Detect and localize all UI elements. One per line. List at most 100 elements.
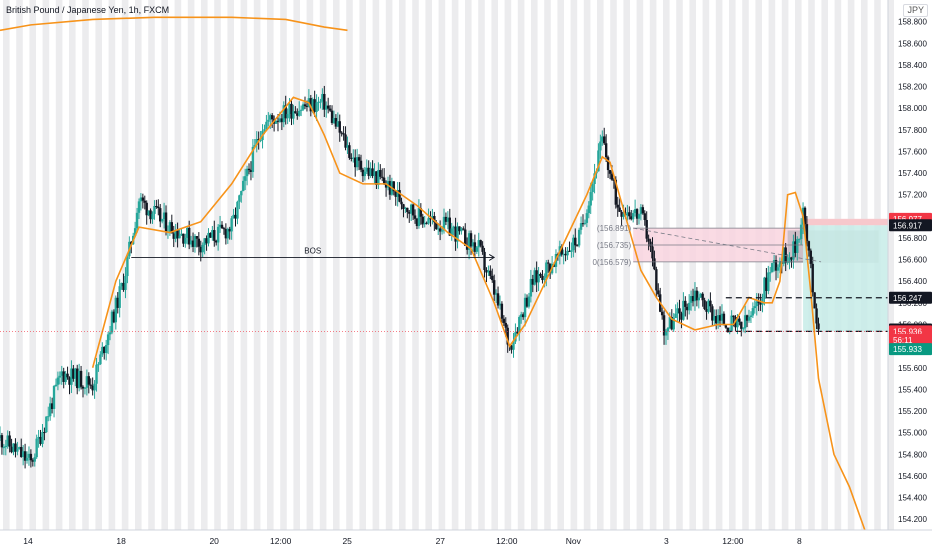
candle[interactable]: [599, 134, 602, 159]
candle[interactable]: [431, 208, 434, 225]
candle[interactable]: [687, 294, 691, 315]
candle[interactable]: [547, 259, 550, 273]
candle[interactable]: [220, 221, 224, 229]
candle[interactable]: [520, 311, 523, 324]
candle[interactable]: [294, 106, 297, 114]
candle[interactable]: [103, 346, 106, 360]
candle[interactable]: [62, 367, 65, 389]
candle[interactable]: [340, 131, 343, 137]
candle[interactable]: [469, 230, 473, 255]
candle[interactable]: [722, 311, 726, 326]
candle[interactable]: [81, 385, 85, 398]
candle[interactable]: [500, 301, 504, 325]
candle[interactable]: [633, 199, 637, 217]
candle[interactable]: [234, 207, 237, 227]
candle[interactable]: [238, 194, 241, 210]
candle[interactable]: [195, 235, 199, 248]
candle[interactable]: [645, 211, 648, 243]
candle[interactable]: [790, 257, 793, 268]
candle[interactable]: [512, 332, 515, 358]
candle[interactable]: [695, 287, 699, 307]
candle[interactable]: [23, 443, 27, 469]
candle[interactable]: [27, 446, 31, 466]
candle[interactable]: [245, 165, 249, 186]
candle[interactable]: [716, 309, 720, 329]
candle[interactable]: [406, 207, 409, 219]
candle[interactable]: [301, 102, 305, 112]
candle[interactable]: [639, 204, 643, 221]
candle[interactable]: [626, 204, 629, 221]
candle[interactable]: [218, 215, 222, 233]
candle[interactable]: [135, 207, 139, 234]
candle[interactable]: [240, 190, 243, 203]
candle[interactable]: [709, 292, 712, 313]
candle[interactable]: [689, 290, 693, 311]
candle[interactable]: [56, 371, 60, 391]
candle[interactable]: [815, 303, 818, 330]
candle[interactable]: [6, 430, 9, 449]
candle[interactable]: [628, 206, 631, 220]
candle[interactable]: [346, 136, 349, 154]
candle[interactable]: [35, 434, 38, 459]
candle[interactable]: [807, 240, 811, 257]
candle[interactable]: [660, 307, 664, 320]
candle[interactable]: [680, 311, 683, 329]
candle[interactable]: [180, 228, 183, 236]
candle[interactable]: [205, 235, 208, 251]
candle[interactable]: [313, 90, 316, 117]
candle[interactable]: [686, 303, 689, 320]
candle[interactable]: [759, 293, 762, 311]
candle[interactable]: [494, 289, 498, 304]
candle[interactable]: [450, 222, 453, 241]
candle[interactable]: [577, 227, 581, 248]
candle[interactable]: [70, 360, 73, 394]
candle[interactable]: [286, 108, 289, 125]
candle[interactable]: [568, 241, 571, 252]
candle[interactable]: [157, 199, 160, 216]
candle[interactable]: [58, 371, 62, 385]
candle[interactable]: [176, 222, 179, 248]
candle[interactable]: [711, 304, 714, 327]
candle[interactable]: [413, 209, 417, 224]
candle[interactable]: [25, 451, 29, 464]
candle[interactable]: [267, 112, 270, 127]
candle[interactable]: [743, 305, 747, 334]
candle[interactable]: [805, 216, 809, 247]
candle[interactable]: [384, 180, 388, 197]
candle[interactable]: [299, 105, 303, 117]
candle[interactable]: [76, 364, 79, 395]
candle[interactable]: [705, 301, 708, 320]
candle[interactable]: [201, 242, 204, 258]
candle[interactable]: [458, 226, 461, 235]
candle[interactable]: [108, 325, 112, 341]
candle[interactable]: [467, 230, 471, 260]
candle[interactable]: [199, 240, 202, 262]
candle[interactable]: [460, 227, 463, 235]
candle[interactable]: [18, 446, 21, 450]
candle[interactable]: [104, 339, 108, 361]
candle[interactable]: [8, 431, 11, 453]
candle[interactable]: [481, 241, 484, 255]
candle[interactable]: [585, 209, 589, 228]
candle[interactable]: [608, 169, 612, 180]
candle[interactable]: [409, 203, 413, 222]
candle[interactable]: [655, 266, 658, 298]
candle[interactable]: [189, 235, 193, 248]
candle[interactable]: [87, 372, 90, 394]
candle[interactable]: [319, 98, 322, 109]
candle[interactable]: [452, 225, 455, 236]
candle[interactable]: [164, 205, 168, 236]
candle[interactable]: [325, 101, 328, 118]
candle[interactable]: [701, 292, 704, 307]
candle[interactable]: [811, 256, 814, 297]
candle[interactable]: [45, 416, 48, 433]
candle[interactable]: [676, 302, 679, 321]
candle[interactable]: [757, 293, 760, 312]
candle[interactable]: [99, 351, 102, 365]
candle[interactable]: [630, 209, 633, 221]
candle[interactable]: [699, 292, 702, 298]
candle[interactable]: [39, 429, 42, 446]
candle[interactable]: [718, 306, 722, 328]
candle[interactable]: [375, 171, 378, 190]
